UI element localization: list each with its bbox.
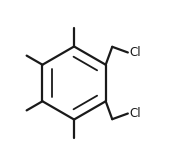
Text: Cl: Cl — [129, 107, 141, 120]
Text: Cl: Cl — [129, 46, 141, 59]
